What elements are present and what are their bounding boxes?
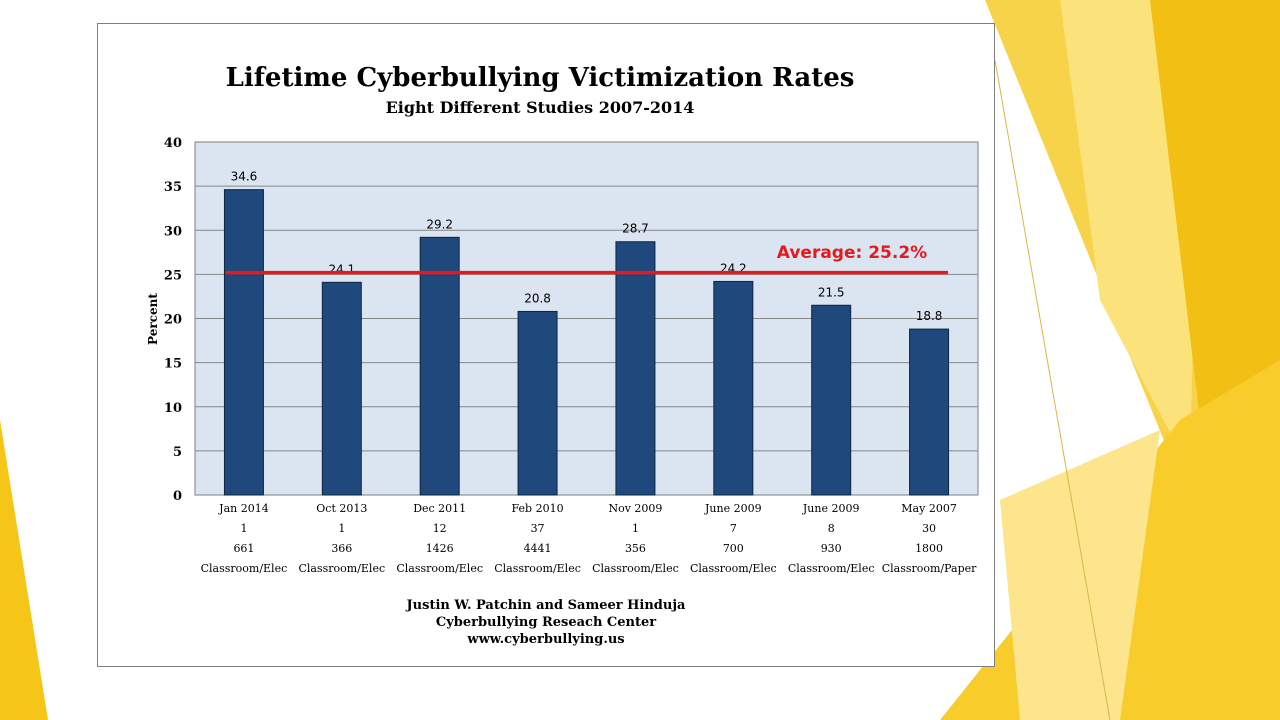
- x-category-detail: 37: [531, 522, 545, 535]
- x-category-detail: 366: [331, 542, 352, 555]
- x-category-detail: 8: [828, 522, 835, 535]
- y-tick-label: 5: [173, 445, 182, 460]
- x-category-detail: 1800: [915, 542, 943, 555]
- x-category-detail: Classroom/Elec: [201, 562, 288, 575]
- y-tick-label: 25: [164, 268, 182, 283]
- x-category-detail: 7: [730, 522, 737, 535]
- x-tick-label: Nov 2009: [608, 502, 662, 515]
- bar: [321, 281, 362, 496]
- x-category-detail: 1: [338, 522, 345, 535]
- x-category-detail: 12: [433, 522, 447, 535]
- bar: [909, 328, 950, 496]
- y-tick-label: 35: [164, 180, 182, 195]
- slide-decor-pale-wedge: [1000, 430, 1160, 720]
- bar: [615, 241, 656, 496]
- bar: [713, 280, 754, 496]
- y-tick-label: 15: [164, 357, 182, 372]
- data-label: 20.8: [524, 291, 551, 305]
- x-tick-label: June 2009: [704, 502, 762, 515]
- x-tick-label: Jan 2014: [218, 502, 269, 515]
- x-category-detail: 700: [723, 542, 744, 555]
- x-category-detail: Classroom/Elec: [690, 562, 777, 575]
- bar: [223, 189, 264, 496]
- y-tick-label: 20: [164, 313, 182, 328]
- data-label: 34.6: [231, 170, 258, 184]
- x-tick-label: May 2007: [901, 502, 957, 515]
- chart-title: Lifetime Cyberbullying Victimization Rat…: [226, 63, 855, 93]
- chart: Lifetime Cyberbullying Victimization Rat…: [146, 63, 979, 647]
- chart-subtitle: Eight Different Studies 2007-2014: [386, 98, 695, 117]
- x-category-detail: 1426: [426, 542, 454, 555]
- y-axis-label: Percent: [146, 293, 160, 345]
- chart-frame: Lifetime Cyberbullying Victimization Rat…: [97, 23, 995, 667]
- x-category-detail: Classroom/Elec: [298, 562, 385, 575]
- x-category-detail: Classroom/Elec: [494, 562, 581, 575]
- x-category-detail: 930: [821, 542, 842, 555]
- x-tick-label: June 2009: [802, 502, 860, 515]
- x-tick-label: Oct 2013: [316, 502, 367, 515]
- credit-website: www.cyberbullying.us: [466, 632, 624, 647]
- x-category-detail: Classroom/Elec: [592, 562, 679, 575]
- x-category-detail: Classroom/Paper: [882, 562, 977, 575]
- x-category-detail: 1: [632, 522, 639, 535]
- x-tick-label: Feb 2010: [512, 502, 564, 515]
- average-label: Average: 25.2%: [777, 243, 927, 263]
- x-category-detail: Classroom/Elec: [396, 562, 483, 575]
- y-tick-label: 40: [164, 136, 182, 151]
- x-category-detail: 1: [240, 522, 247, 535]
- data-label: 21.5: [818, 285, 845, 299]
- x-category-detail: 30: [922, 522, 936, 535]
- bar: [517, 310, 558, 496]
- credit-authors: Justin W. Patchin and Sameer Hinduja: [406, 598, 686, 613]
- y-tick-label: 10: [164, 401, 182, 416]
- slide-decor-left-triangle: [0, 420, 48, 720]
- y-tick-label: 0: [173, 489, 182, 504]
- data-label: 29.2: [426, 217, 453, 231]
- slide-decor-line: [994, 59, 1111, 720]
- data-label: 18.8: [916, 309, 943, 323]
- data-label: 28.7: [622, 222, 649, 236]
- x-category-detail: 661: [233, 542, 254, 555]
- x-category-detail: 4441: [524, 542, 552, 555]
- bar: [811, 304, 852, 496]
- credit-center: Cyberbullying Reseach Center: [436, 615, 656, 630]
- y-tick-label: 30: [164, 224, 182, 239]
- x-tick-label: Dec 2011: [413, 502, 466, 515]
- x-category-detail: 356: [625, 542, 646, 555]
- x-category-detail: Classroom/Elec: [788, 562, 875, 575]
- bar: [419, 236, 460, 496]
